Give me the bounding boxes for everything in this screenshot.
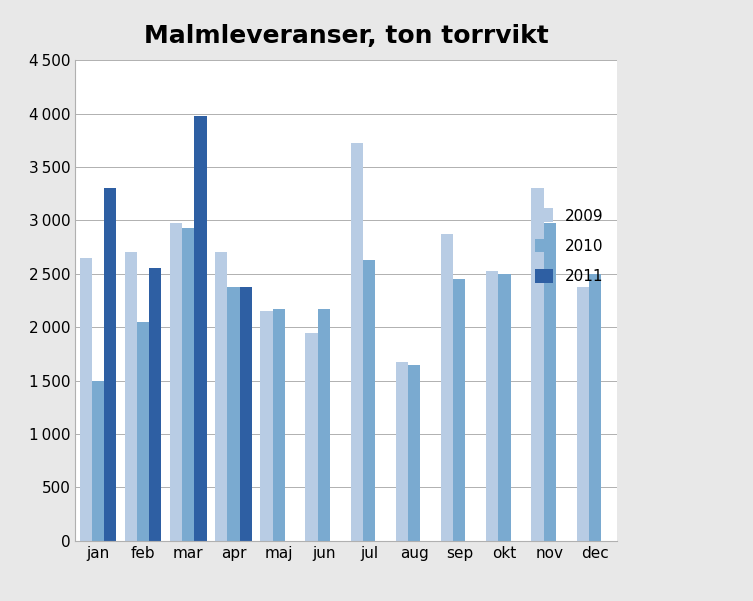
Bar	[408, 365, 420, 541]
Legend: 2009, 2010, 2011: 2009, 2010, 2011	[529, 203, 610, 290]
Bar	[363, 260, 375, 541]
Bar	[577, 287, 589, 541]
Bar	[544, 223, 556, 541]
Bar	[239, 287, 252, 541]
Bar	[149, 269, 161, 541]
Bar	[170, 223, 182, 541]
Bar	[396, 362, 408, 541]
Bar	[137, 322, 149, 541]
Bar	[273, 308, 285, 541]
Bar	[194, 116, 206, 541]
Bar	[498, 274, 511, 541]
Bar	[441, 234, 453, 541]
Bar	[351, 143, 363, 541]
Bar	[80, 258, 92, 541]
Bar	[215, 252, 227, 541]
Bar	[125, 252, 137, 541]
Bar	[227, 287, 239, 541]
Bar	[453, 279, 465, 541]
Bar	[486, 271, 498, 541]
Title: Malmleveranser, ton torrvikt: Malmleveranser, ton torrvikt	[144, 25, 549, 49]
Bar	[589, 274, 601, 541]
Bar	[532, 188, 544, 541]
Bar	[92, 380, 104, 541]
Bar	[306, 332, 318, 541]
Bar	[318, 308, 330, 541]
Bar	[261, 311, 273, 541]
Bar	[104, 188, 116, 541]
Bar	[182, 228, 194, 541]
